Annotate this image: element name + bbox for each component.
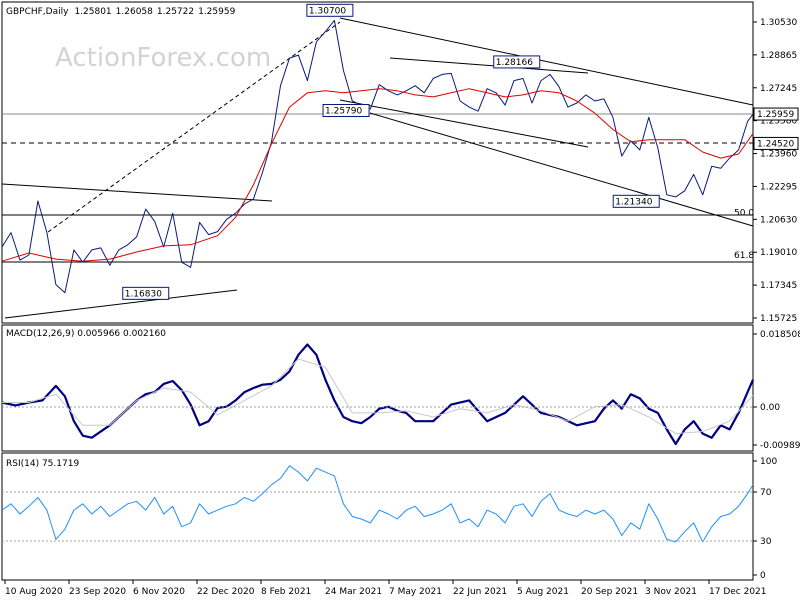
series-line-0-1 xyxy=(1,88,754,262)
x-tick-label: 20 Sep 2021 xyxy=(581,587,638,597)
x-tick-label: 17 Dec 2021 xyxy=(709,587,767,597)
annotation-box xyxy=(493,55,541,69)
rsi-series-group xyxy=(1,465,754,543)
macd-series-group xyxy=(1,343,755,446)
price-panel-frame xyxy=(1,1,754,324)
watermark: ActionForex.com xyxy=(55,43,271,73)
symbol-timeframe-label: GBPCHF,Daily xyxy=(6,7,69,17)
annotation-group: 1.30700 1.28166 1.25790 1.21340 1.16830 50.0 6… xyxy=(122,3,754,300)
y-tick-label: 30 xyxy=(760,537,772,547)
price-tag-label: 1.25959 xyxy=(757,110,794,120)
x-tick-label: 22 Dec 2020 xyxy=(197,587,255,597)
x-tick-label: 8 Feb 2021 xyxy=(261,587,311,597)
price-tag-box xyxy=(753,136,799,150)
fib-level-label: 61.8 xyxy=(734,251,754,261)
y-tick-label: 100 xyxy=(760,457,777,467)
y-tick-label: 1.30530 xyxy=(760,18,797,28)
x-tick-group: 10 Aug 2020 23 Sep 2020 6 Nov 2020 22 Dec 2… xyxy=(4,580,767,597)
channel-lower-line xyxy=(369,112,754,227)
y-tick-label: 0 xyxy=(760,571,766,581)
y-tick-label: 1.19010 xyxy=(760,248,797,258)
rsi-panel-frame xyxy=(1,452,754,581)
close-value: 1.25959 xyxy=(198,7,235,17)
annotation-box xyxy=(306,3,354,17)
annotation-label: 1.21340 xyxy=(615,197,652,207)
series-line-1-0 xyxy=(1,343,755,446)
series-line-0-0 xyxy=(1,19,754,294)
y-tick-label: 1.17345 xyxy=(760,281,797,291)
y-tick-label: 1.15725 xyxy=(760,314,797,324)
y-tick-label: 1.20630 xyxy=(760,215,797,225)
y-tick-label: 1.28865 xyxy=(760,51,797,61)
y-tick-label: 1.22295 xyxy=(760,182,797,192)
x-tick-label: 6 Nov 2020 xyxy=(133,587,185,597)
y-tick-label: 1.23960 xyxy=(760,150,797,160)
triangle-upper-line xyxy=(389,57,589,74)
x-tick-label: 10 Aug 2020 xyxy=(5,587,63,597)
annotation-label: 1.28166 xyxy=(496,58,533,68)
annotation-label: 1.16830 xyxy=(125,289,162,299)
trendline-dashed-rise xyxy=(47,21,341,233)
trendline-2020-bottom xyxy=(4,289,238,319)
fib-level-label: 50.0 xyxy=(734,208,754,218)
x-tick-label: 24 Mar 2021 xyxy=(325,587,382,597)
y-tick-label: 0.018508 xyxy=(760,330,800,340)
x-tick-label: 7 May 2021 xyxy=(389,587,442,597)
price-tag-label: 1.24520 xyxy=(757,139,794,149)
open-value: 1.25801 xyxy=(74,7,111,17)
annotation-label: 1.25790 xyxy=(325,107,362,117)
price-series-group xyxy=(1,19,754,294)
series-line-2-0 xyxy=(1,465,754,543)
annotation-label: 1.30700 xyxy=(309,6,346,16)
x-tick-label: 22 Jun 2021 xyxy=(453,587,507,597)
macd-panel-frame xyxy=(1,324,754,452)
x-tick-label: 3 Nov 2021 xyxy=(645,587,697,597)
annotation-box xyxy=(612,194,660,208)
y-tick-group: 1.30530 1.28865 1.27245 1.25580 1.23960 1.222… xyxy=(753,18,800,581)
high-value: 1.26058 xyxy=(116,7,153,17)
y-tick-label: 0.00 xyxy=(760,403,780,413)
trendline-2020-top xyxy=(1,183,273,202)
annotation-box xyxy=(122,286,170,300)
x-tick-label: 5 Aug 2021 xyxy=(517,587,569,597)
annotation-box xyxy=(322,104,370,118)
y-tick-label: 1.27245 xyxy=(760,84,797,94)
rsi-panel-title: RSI(14) 75.1719 xyxy=(6,459,79,469)
macd-panel-title: MACD(12,26,9) 0.005966 0.002160 xyxy=(6,329,166,339)
price-tag-box xyxy=(753,107,799,121)
price-panel-title: GBPCHF,Daily 1.25801 1.26058 1.25722 1.25959 xyxy=(6,7,236,17)
triangle-lower-line xyxy=(339,99,589,148)
x-tick-label: 23 Sep 2020 xyxy=(69,587,126,597)
channel-upper-line xyxy=(339,17,754,106)
y-tick-label: 1.25580 xyxy=(760,117,797,127)
low-value: 1.25722 xyxy=(157,7,194,17)
y-tick-label: 70 xyxy=(760,488,772,498)
series-line-1-1 xyxy=(2,358,754,435)
